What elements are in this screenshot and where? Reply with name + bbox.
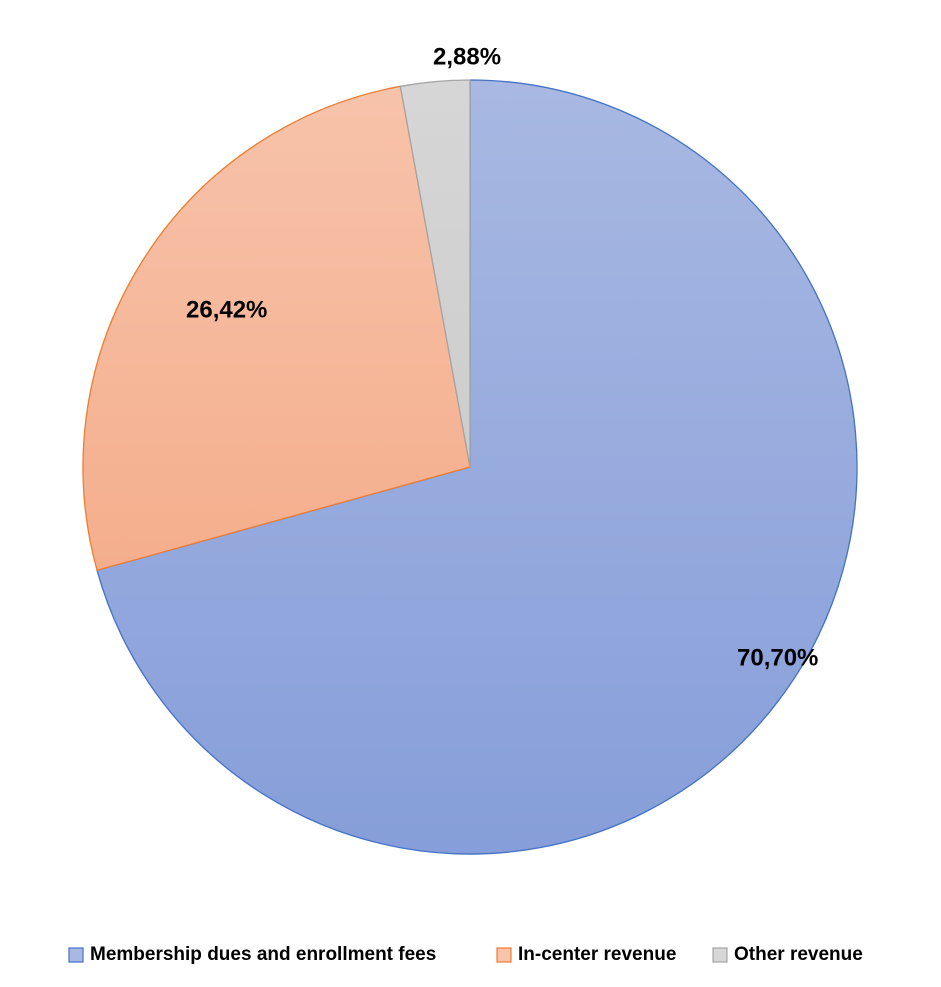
legend-swatch-in-center-revenue [496, 947, 512, 963]
pie-slice-other-revenue [399, 79, 471, 468]
data-label-other-revenue: 2,88% [433, 43, 501, 70]
data-label-in-center-revenue: 26,42% [186, 296, 267, 323]
chart-legend: Membership dues and enrollment fees In-ce… [68, 944, 863, 965]
pie-slice-in-center-revenue [82, 85, 471, 571]
legend-label-in-center-revenue: In-center revenue [518, 944, 676, 965]
pie-slice-membership-dues-and-enrollment-fees [96, 79, 858, 855]
legend-swatch-membership-dues-and-enrollment-fees [68, 947, 84, 963]
legend-label-other-revenue: Other revenue [734, 944, 863, 965]
pie-slices [82, 79, 858, 855]
data-label-membership-dues-and-enrollment-fees: 70,70% [737, 644, 818, 671]
legend-label-membership-dues-and-enrollment-fees: Membership dues and enrollment fees [90, 944, 436, 965]
pie-data-labels: 70,70% 26,42% 2,88% [186, 43, 818, 671]
legend-swatch-other-revenue [712, 947, 728, 963]
